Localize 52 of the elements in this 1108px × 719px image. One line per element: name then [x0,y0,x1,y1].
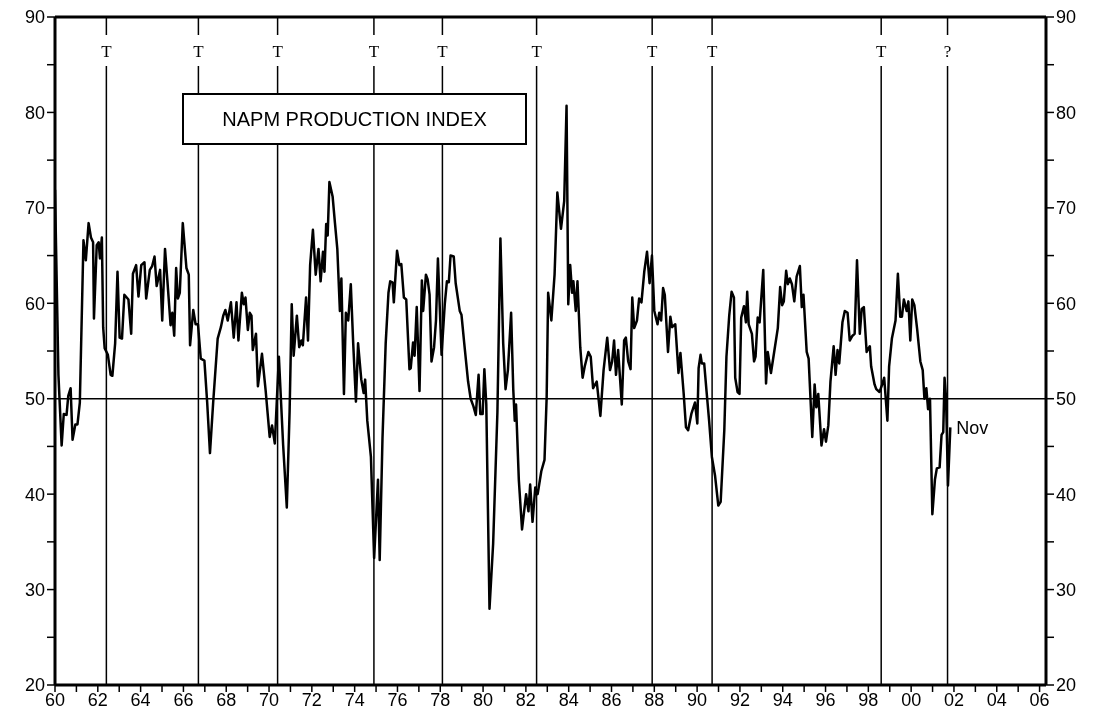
y2-tick-label: 40 [1056,484,1077,505]
x-tick-label: 68 [216,689,237,710]
y-tick-label: 60 [24,293,45,314]
ref-line-label: T [193,42,205,61]
ref-line-label: T [646,42,658,61]
y-tick-label: 90 [24,7,45,28]
y2-tick-label: 70 [1056,198,1077,219]
x-tick-label: 06 [1029,689,1050,710]
ref-line-label: ? [943,42,952,61]
y-tick-label: 50 [24,389,45,410]
x-tick-label: 98 [858,689,879,710]
ref-line-label: T [368,42,380,61]
x-tick-label: 80 [473,689,494,710]
annotation: Nov [956,417,989,438]
ref-line-label: T [531,42,543,61]
x-tick-label: 88 [644,689,665,710]
x-tick-label: 74 [344,689,365,710]
x-tick-label: 84 [558,689,579,710]
x-tick-label: 90 [687,689,708,710]
x-tick-label: 72 [301,689,322,710]
ref-line-label: T [437,42,449,61]
ref-line-label: T [875,42,887,61]
x-tick-label: 70 [259,689,280,710]
y2-tick-label: 80 [1056,102,1077,123]
x-tick-label: 82 [515,689,536,710]
x-tick-label: 60 [44,689,66,710]
y2-tick-label: 60 [1056,293,1077,314]
y-tick-label: 80 [24,102,45,123]
x-tick-label: 00 [901,689,922,710]
title-frame: NAPM PRODUCTION INDEX [182,93,527,145]
y2-tick-label: 30 [1056,579,1077,600]
y-tick-label: 20 [24,675,45,696]
y2-tick-label: 20 [1056,675,1077,696]
ref-line-label: T [101,42,113,61]
x-tick-label: 04 [986,689,1007,710]
x-tick-label: 78 [430,689,451,710]
x-tick-label: 02 [943,689,964,710]
x-tick-label: 76 [387,689,408,710]
y2-tick-label: 90 [1056,7,1077,28]
x-tick-label: 62 [87,689,108,710]
x-tick-label: 86 [601,689,622,710]
x-tick-label: 92 [729,689,750,710]
y2-tick-label: 50 [1056,389,1077,410]
y-tick-label: 40 [24,484,45,505]
ref-line-label: T [272,42,284,61]
x-tick-label: 64 [130,689,151,710]
x-tick-label: 94 [772,689,793,710]
y-tick-label: 30 [24,579,45,600]
x-tick-label: 66 [173,689,194,710]
x-tick-label: 96 [815,689,836,710]
y-tick-label: 70 [24,198,45,219]
ref-line-label: T [706,42,718,61]
